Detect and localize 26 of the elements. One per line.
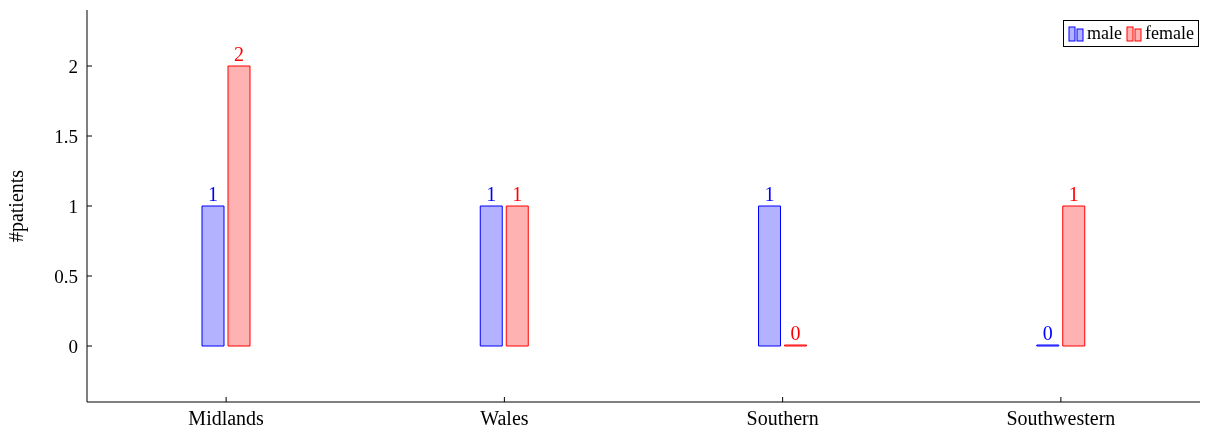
- bar: [505, 205, 529, 347]
- data-label: 1: [764, 183, 775, 205]
- bar: [1062, 205, 1086, 347]
- data-label: 0: [790, 322, 801, 344]
- y-tick-label: 0: [68, 335, 78, 357]
- bar: [227, 65, 251, 347]
- x-tick-label: Wales: [480, 407, 529, 430]
- data-label: 1: [512, 183, 523, 205]
- bar: [758, 205, 781, 347]
- bar: [479, 205, 503, 347]
- bar: [201, 205, 225, 347]
- data-label: 1: [208, 183, 218, 205]
- y-tick-label: 1.5: [54, 125, 78, 147]
- y-tick-label: 0.5: [54, 265, 78, 287]
- data-label: 1: [486, 183, 497, 205]
- y-tick-label: 1: [68, 195, 78, 217]
- data-label: 1: [1068, 183, 1079, 205]
- x-tick-label: Midlands: [188, 407, 265, 430]
- data-label: 0: [1042, 322, 1053, 344]
- legend-label: female: [1144, 23, 1194, 44]
- y-tick-label: 2: [68, 55, 78, 77]
- y-axis-title: #patients: [5, 169, 29, 243]
- legend-label: male: [1086, 23, 1123, 44]
- x-tick-label: Southern: [746, 407, 819, 430]
- data-label: 2: [234, 43, 244, 65]
- x-tick-label: Southwestern: [1006, 407, 1116, 430]
